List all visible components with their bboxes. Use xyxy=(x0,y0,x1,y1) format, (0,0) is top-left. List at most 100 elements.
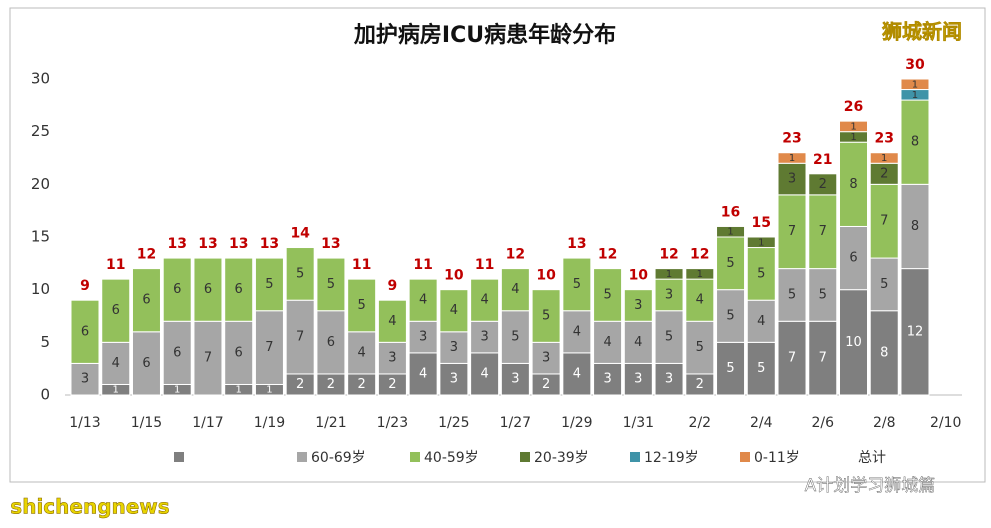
data-label: 1 xyxy=(113,385,119,396)
bar-segment xyxy=(777,320,807,396)
data-label: 5 xyxy=(573,277,581,292)
bar-segment xyxy=(869,257,899,312)
bar-segment xyxy=(716,225,746,238)
legend-label: 60-69岁 xyxy=(311,450,366,466)
x-tick-label: 1/23 xyxy=(377,415,408,431)
data-label: 7 xyxy=(788,351,796,366)
bar-segment xyxy=(685,268,715,280)
legend-label: 总计 xyxy=(858,450,886,466)
bar-segment xyxy=(654,268,684,280)
chart-title: 加护病房ICU病患年龄分布 xyxy=(353,22,616,48)
data-label: 3 xyxy=(788,172,796,187)
data-label: 3 xyxy=(634,372,642,387)
total-label: 10 xyxy=(444,268,464,284)
bar-segment xyxy=(224,320,254,385)
x-tick-label: 2/4 xyxy=(750,415,773,431)
data-label: 4 xyxy=(388,314,396,329)
data-label: 2 xyxy=(880,166,888,181)
data-label: 5 xyxy=(296,266,304,281)
x-tick-label: 1/27 xyxy=(500,415,531,431)
bar-segment xyxy=(224,257,254,322)
total-label: 11 xyxy=(475,257,494,273)
bar-segment xyxy=(562,310,592,354)
total-label: 12 xyxy=(690,247,709,263)
data-label: 7 xyxy=(204,351,212,366)
data-label: 5 xyxy=(511,330,519,345)
bar-segment xyxy=(470,320,500,354)
y-tick-label: 30 xyxy=(31,70,50,88)
data-label: 1 xyxy=(881,153,887,164)
data-label: 4 xyxy=(450,303,458,318)
data-label: 4 xyxy=(480,293,488,308)
y-tick-label: 5 xyxy=(40,333,50,351)
bar-segment xyxy=(316,257,346,312)
bar-segment xyxy=(408,352,438,396)
x-tick-label: 1/19 xyxy=(254,415,285,431)
bar-segment xyxy=(531,289,561,343)
total-label: 11 xyxy=(413,257,432,273)
bar-segment xyxy=(654,362,684,396)
bar-segment xyxy=(900,78,930,91)
legend-label: 0-11岁 xyxy=(754,450,800,466)
data-label: 5 xyxy=(726,256,734,271)
x-tick-label: 1/31 xyxy=(623,415,654,431)
bar-segment xyxy=(162,257,192,322)
bar-segment xyxy=(777,268,807,322)
data-label: 4 xyxy=(603,335,611,350)
bar-segment xyxy=(131,331,161,396)
data-label: 7 xyxy=(265,340,273,355)
data-label: 7 xyxy=(788,224,796,239)
data-label: 3 xyxy=(511,372,519,387)
total-label: 12 xyxy=(659,247,678,263)
bar-segment xyxy=(285,247,315,301)
x-tick-label: 2/8 xyxy=(873,415,896,431)
data-label: 7 xyxy=(880,214,888,229)
data-label: 4 xyxy=(480,366,488,381)
data-label: 4 xyxy=(112,356,120,371)
data-label: 3 xyxy=(480,330,488,345)
bar-segment xyxy=(347,331,377,375)
bar-segment xyxy=(70,299,100,364)
data-label: 3 xyxy=(665,287,673,302)
data-label: 4 xyxy=(634,335,642,350)
bar-segment xyxy=(685,278,715,322)
x-tick-label: 1/17 xyxy=(192,415,223,431)
bar-segment xyxy=(377,299,407,343)
data-label: 3 xyxy=(450,372,458,387)
data-label: 6 xyxy=(204,282,212,297)
data-label: 6 xyxy=(235,345,243,360)
data-label: 4 xyxy=(419,366,427,381)
data-label: 6 xyxy=(112,303,120,318)
data-label: 1 xyxy=(697,269,703,280)
bar-segment xyxy=(808,268,838,322)
total-label: 13 xyxy=(567,236,586,252)
data-label: 5 xyxy=(665,330,673,345)
bar-segment xyxy=(316,310,346,375)
data-label: 5 xyxy=(757,361,765,376)
data-label: 1 xyxy=(912,79,918,90)
data-label: 5 xyxy=(603,287,611,302)
bar-segment xyxy=(593,268,623,322)
data-label: 4 xyxy=(757,314,765,329)
bar-segment xyxy=(869,152,899,164)
total-label: 15 xyxy=(752,215,771,231)
data-label: 4 xyxy=(511,282,519,297)
data-label: 2 xyxy=(542,377,550,392)
bar-segment xyxy=(808,194,838,270)
total-label: 13 xyxy=(167,236,186,252)
x-tick-label: 1/29 xyxy=(561,415,592,431)
legend-swatch xyxy=(740,452,750,462)
data-label: 5 xyxy=(358,298,366,313)
legend-swatch xyxy=(410,452,420,462)
total-label: 13 xyxy=(321,236,340,252)
x-tick-label: 1/25 xyxy=(438,415,469,431)
data-label: 1 xyxy=(236,385,242,396)
data-label: 6 xyxy=(327,335,335,350)
total-label: 11 xyxy=(106,257,125,273)
data-label: 2 xyxy=(296,377,304,392)
data-label: 1 xyxy=(789,153,795,164)
data-label: 3 xyxy=(81,372,89,387)
data-label: 1 xyxy=(727,227,733,238)
data-label: 2 xyxy=(358,377,366,392)
